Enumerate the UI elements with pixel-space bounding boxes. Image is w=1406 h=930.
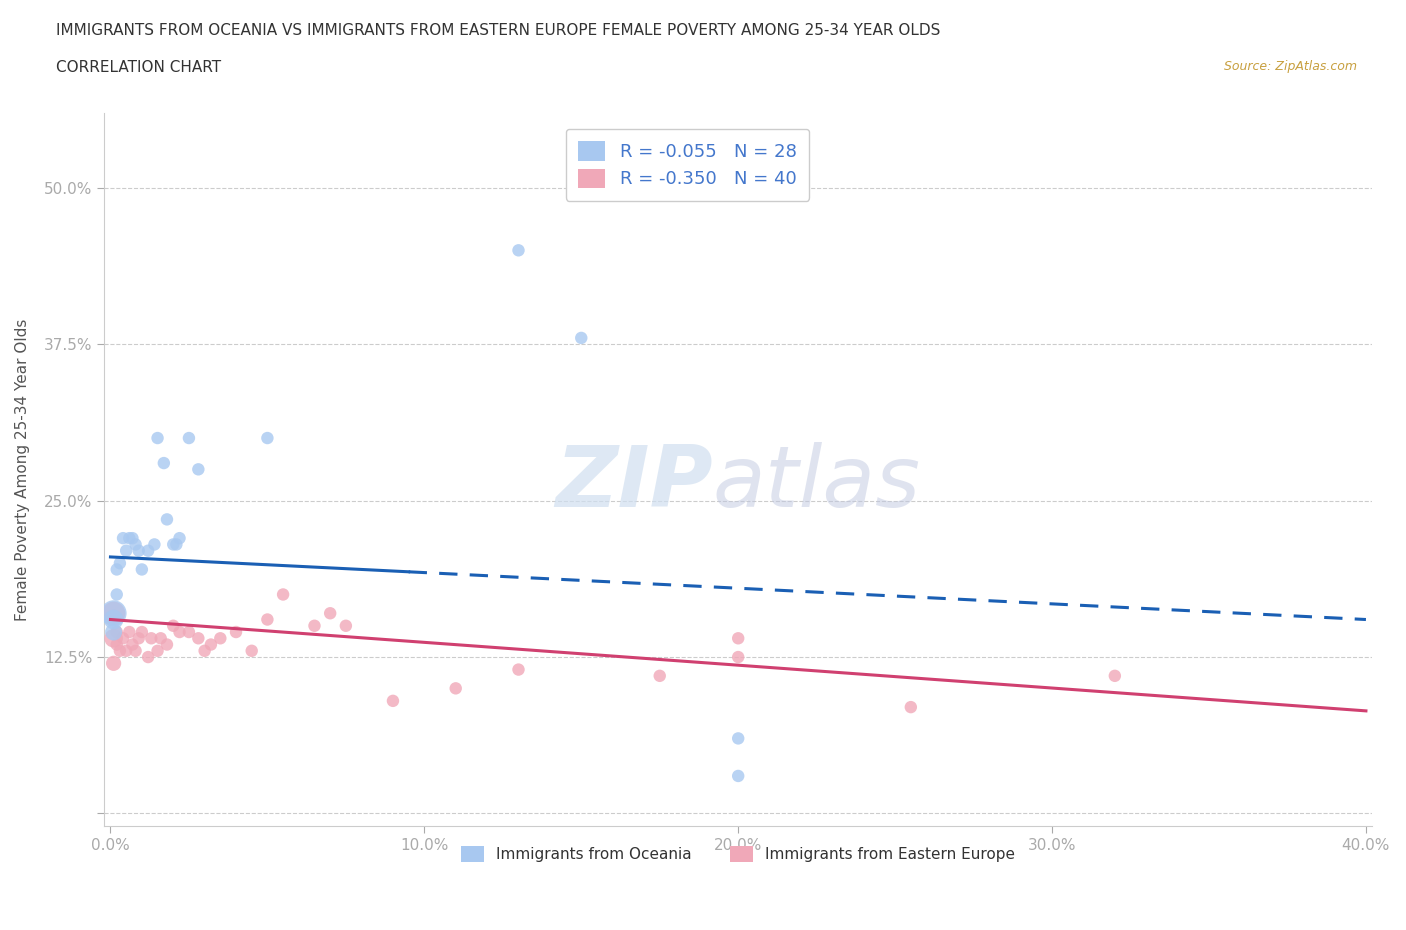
Point <box>508 662 530 677</box>
Point <box>112 631 135 645</box>
Point <box>103 605 125 620</box>
Point <box>304 618 326 633</box>
Point <box>103 625 125 640</box>
Text: IMMIGRANTS FROM OCEANIA VS IMMIGRANTS FROM EASTERN EUROPE FEMALE POVERTY AMONG 2: IMMIGRANTS FROM OCEANIA VS IMMIGRANTS FR… <box>56 23 941 38</box>
Text: ZIP: ZIP <box>555 442 713 525</box>
Point <box>121 637 143 652</box>
Point <box>1104 669 1126 684</box>
Point <box>136 543 159 558</box>
Point <box>124 537 146 551</box>
Point <box>105 587 128 602</box>
Point <box>169 531 191 546</box>
Point <box>162 537 184 551</box>
Point <box>569 330 592 345</box>
Point <box>319 605 342 620</box>
Point <box>162 618 184 633</box>
Point <box>225 625 247 640</box>
Text: Source: ZipAtlas.com: Source: ZipAtlas.com <box>1223 60 1357 73</box>
Point <box>240 644 263 658</box>
Point <box>187 462 209 477</box>
Point <box>105 637 128 652</box>
Point <box>118 625 141 640</box>
Point <box>900 699 922 714</box>
Point <box>727 768 749 783</box>
Point <box>727 631 749 645</box>
Point <box>108 644 131 658</box>
Point <box>121 531 143 546</box>
Point <box>169 625 191 640</box>
Point <box>727 731 749 746</box>
Point <box>153 456 176 471</box>
Point <box>131 625 153 640</box>
Point <box>128 543 150 558</box>
Point <box>187 631 209 645</box>
Point <box>131 562 153 577</box>
Point <box>444 681 467 696</box>
Point <box>112 531 135 546</box>
Point <box>115 644 138 658</box>
Point <box>165 537 187 551</box>
Point <box>103 656 125 671</box>
Point <box>177 625 200 640</box>
Point <box>648 669 671 684</box>
Legend: Immigrants from Oceania, Immigrants from Eastern Europe: Immigrants from Oceania, Immigrants from… <box>456 840 1021 869</box>
Point <box>103 612 125 627</box>
Point <box>271 587 294 602</box>
Point <box>256 612 278 627</box>
Point <box>141 631 163 645</box>
Text: atlas: atlas <box>713 442 921 525</box>
Point <box>103 605 125 620</box>
Text: CORRELATION CHART: CORRELATION CHART <box>56 60 221 75</box>
Point <box>256 431 278 445</box>
Point <box>200 637 222 652</box>
Point <box>335 618 357 633</box>
Point <box>124 644 146 658</box>
Point <box>177 431 200 445</box>
Point <box>156 637 179 652</box>
Point <box>115 543 138 558</box>
Point <box>105 562 128 577</box>
Point <box>128 631 150 645</box>
Point <box>146 644 169 658</box>
Point <box>118 531 141 546</box>
Point <box>508 243 530 258</box>
Point <box>103 631 125 645</box>
Point <box>381 694 404 709</box>
Point <box>209 631 232 645</box>
Point <box>146 431 169 445</box>
Point <box>143 537 166 551</box>
Point <box>136 650 159 665</box>
Point <box>194 644 217 658</box>
Point <box>108 556 131 571</box>
Point <box>105 625 128 640</box>
Y-axis label: Female Poverty Among 25-34 Year Olds: Female Poverty Among 25-34 Year Olds <box>15 318 30 620</box>
Point <box>727 650 749 665</box>
Point <box>149 631 172 645</box>
Point <box>156 512 179 526</box>
